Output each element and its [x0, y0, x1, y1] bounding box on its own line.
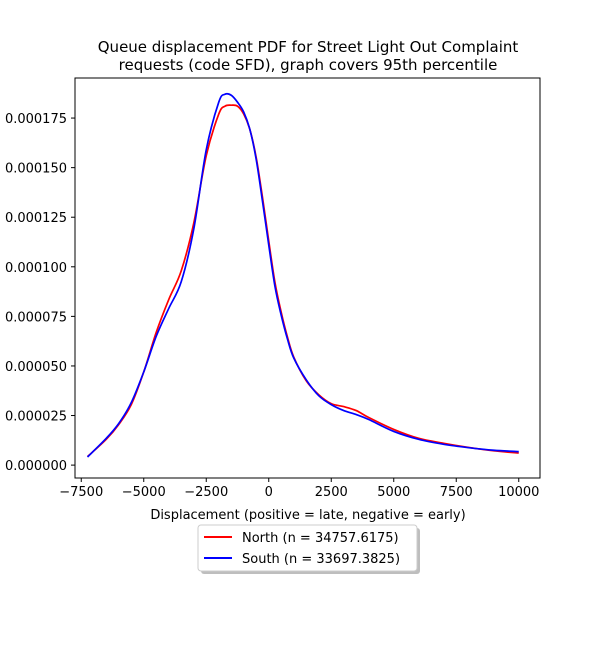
plot-area-frame: [74, 77, 541, 479]
series-line-south: [86, 92, 519, 458]
x-tick-label: −2500: [184, 485, 228, 500]
y-axis-ticks: 0.000000 0.000025 0.000050 0.000075 0.000100…: [5, 112, 75, 474]
x-tick-label: −7500: [59, 485, 103, 500]
series-line-north: [86, 104, 519, 458]
legend-box: [197, 524, 418, 572]
x-axis-ticks: −7500 −5000 −2500 0 2500 5000 7500 10000: [59, 478, 539, 500]
x-tick-label: 0: [265, 485, 273, 500]
x-tick-label: −5000: [122, 485, 166, 500]
y-tick-label: 0.000125: [5, 211, 67, 226]
chart-title-line-2: requests (code SFD), graph covers 95th p…: [119, 56, 498, 74]
y-tick-label: 0.000100: [5, 261, 67, 276]
legend-label-south: South (n = 33697.3825): [242, 552, 400, 567]
x-tick-label: 7500: [440, 485, 473, 500]
y-tick-label: 0.000025: [5, 410, 67, 425]
y-tick-label: 0.000000: [5, 459, 67, 474]
x-axis-label: Displacement (positive = late, negative …: [150, 508, 465, 523]
y-tick-label: 0.000075: [5, 310, 67, 325]
legend-label-north: North (n = 34757.6175): [242, 531, 399, 546]
y-tick-label: 0.000050: [5, 360, 67, 375]
chart-title-line-1: Queue displacement PDF for Street Light …: [98, 38, 519, 56]
y-tick-label: 0.000175: [5, 112, 67, 127]
y-tick-label: 0.000150: [5, 162, 67, 177]
series-layer: [86, 92, 519, 458]
x-tick-label: 5000: [377, 485, 410, 500]
x-tick-label: 2500: [315, 485, 348, 500]
x-tick-label: 10000: [498, 485, 539, 500]
legend: North (n = 34757.6175) South (n = 33697.…: [197, 524, 420, 574]
